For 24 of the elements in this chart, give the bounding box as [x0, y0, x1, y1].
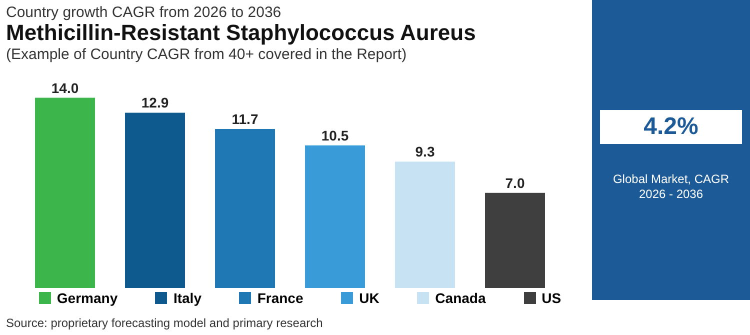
source-note: Source: proprietary forecasting model and primary research: [6, 316, 323, 330]
chart-title: Methicillin-Resistant Staphylococcus Aureus: [6, 20, 476, 46]
text: 4.2%: [600, 110, 742, 144]
x-tick-label: Germany: [56, 290, 118, 306]
chart-subtitle: Country growth CAGR from 2026 to 2036: [6, 4, 282, 21]
bar: [395, 162, 455, 288]
bar: [485, 192, 545, 288]
data-label: 7.0: [505, 174, 525, 191]
x-tick-label: Italy: [173, 290, 202, 306]
data-label: 11.7: [232, 111, 258, 128]
x-tick-label: US: [542, 290, 562, 306]
data-label: 14.0: [51, 80, 79, 96]
x-tick-label: Canada: [435, 290, 486, 306]
bar: [305, 145, 365, 288]
bar: [125, 112, 185, 288]
text: (Example of Country CAGR from 40+ covered in the Report): [6, 46, 407, 63]
x-tick-label: UK: [359, 290, 380, 306]
data-label: 9.3: [415, 144, 435, 160]
data-label: 12.9: [141, 94, 169, 111]
bar: [35, 98, 95, 288]
x-tick-label: France: [257, 290, 304, 306]
data-label: 10.5: [321, 127, 349, 144]
bar: [215, 129, 275, 288]
text: Global Market, CAGR 2026 - 2036: [612, 172, 730, 202]
